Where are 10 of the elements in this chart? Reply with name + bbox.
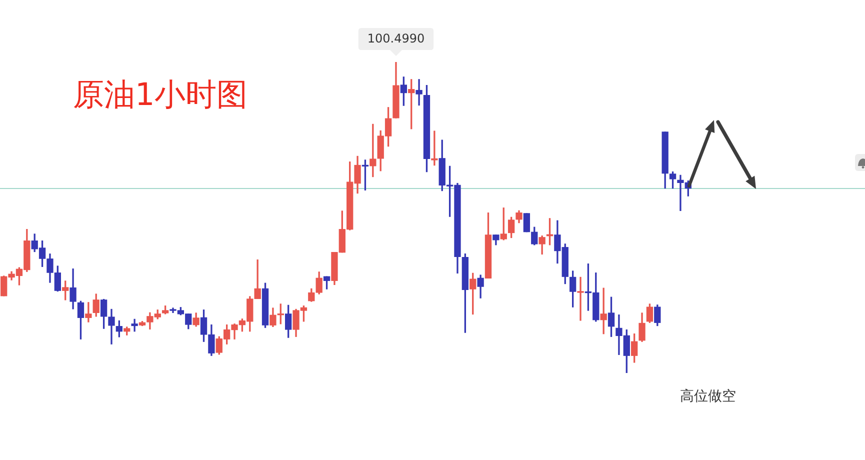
candlestick (108, 308, 115, 344)
candlestick (131, 318, 138, 332)
candlestick (600, 288, 607, 334)
candlestick (577, 276, 584, 321)
candlestick (431, 130, 438, 166)
candlestick (416, 79, 422, 106)
text: 原油1小时图 (73, 77, 248, 113)
candlestick (85, 302, 92, 322)
text: 高位做空 (680, 388, 736, 405)
annotation: 100.4990 (367, 32, 425, 46)
